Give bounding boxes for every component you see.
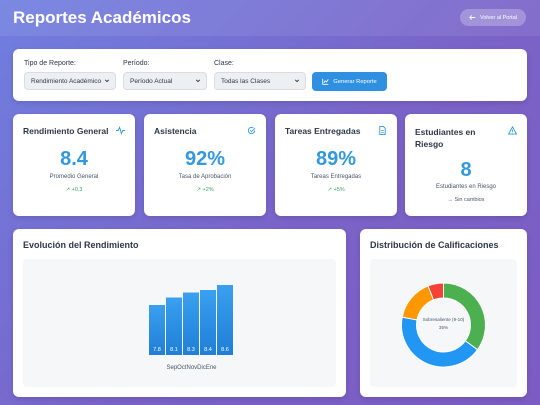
card-assignments: Tareas Entregadas 89% Tareas Entregadas … <box>275 114 397 216</box>
bar-value-label: 7.8 <box>153 347 161 353</box>
card-trend: → Sin cambios <box>447 197 485 203</box>
generate-report-label: Generar Reporte <box>333 78 377 85</box>
back-to-portal-button[interactable]: Volver al Portal <box>460 9 526 26</box>
class-label: Clase: <box>214 60 234 67</box>
donut-slice <box>401 285 435 321</box>
distribution-title: Distribución de Calificaciones <box>370 240 499 250</box>
performance-title: Evolución del Rendimiento <box>23 240 139 250</box>
performance-panel: Evolución del Rendimiento 7.8 8.1 8.3 8.4 8.… <box>13 229 346 397</box>
period-label: Período: <box>123 60 150 67</box>
card-value: 92% <box>184 148 226 170</box>
card-trend: ↗ +5% <box>327 187 345 193</box>
check-circle-icon <box>247 126 256 135</box>
donut-slice <box>427 282 444 301</box>
card-description: Estudiantes en Riesgo <box>435 184 497 190</box>
arrow-left-icon <box>469 15 476 20</box>
class-value: Todas las Clases <box>221 77 271 85</box>
bar-dic <box>200 290 216 355</box>
header-bar: Reportes Académicos Volver al Portal <box>0 0 540 36</box>
donut-center-percent: 35% <box>439 325 448 330</box>
bar-sep <box>149 305 165 355</box>
card-trend: ↗ +0.3 <box>65 187 83 193</box>
period-value: Período Actual <box>130 77 173 85</box>
card-trend: ↗ +2% <box>196 187 214 193</box>
document-icon <box>379 126 386 135</box>
report-type-select[interactable]: Rendimiento Académico <box>24 72 116 90</box>
warning-icon <box>508 126 517 135</box>
card-attendance: Asistencia 92% Tasa de Aprobación ↗ +2% <box>144 114 266 216</box>
bar-value-label: 8.6 <box>221 347 229 353</box>
back-to-portal-label: Volver al Portal <box>480 14 517 21</box>
period-select[interactable]: Período Actual <box>123 72 207 90</box>
card-title: Estudiantes en Riesgo <box>415 127 476 149</box>
card-description: Tasa de Aprobación <box>178 174 232 180</box>
chevron-down-icon <box>195 79 201 83</box>
card-title: Rendimiento General <box>23 126 109 136</box>
bar-nov <box>183 292 199 355</box>
page-title: Reportes Académicos <box>13 8 191 27</box>
card-title: Tareas Entregadas <box>285 126 361 136</box>
card-value: 89% <box>315 148 357 170</box>
report-type-value: Rendimiento Académico <box>31 77 102 85</box>
card-overall-performance: Rendimiento General 8.4 Promedio General… <box>13 114 135 216</box>
distribution-chart-area: Sobresaliente (9-10) 35% <box>370 259 517 387</box>
class-select[interactable]: Todas las Clases <box>214 72 306 90</box>
chevron-down-icon <box>104 79 110 83</box>
card-description: Promedio General <box>49 174 99 180</box>
card-at-risk-students: Estudiantes en Riesgo 8 Estudiantes en R… <box>405 114 527 216</box>
bar-value-label: 8.4 <box>204 347 212 353</box>
x-axis-label: SepOctNovDicEne <box>166 365 217 371</box>
bar-value-label: 8.3 <box>187 347 195 353</box>
card-title: Asistencia <box>154 126 197 136</box>
card-value: 8 <box>460 159 472 181</box>
report-type-label: Tipo de Reporte: <box>24 60 76 67</box>
pulse-icon <box>116 126 125 135</box>
bar-value-label: 8.1 <box>170 347 178 353</box>
donut-slice <box>401 316 479 368</box>
filters-panel: Tipo de Reporte: Rendimiento Académico P… <box>13 49 527 101</box>
card-description: Tareas Entregadas <box>310 174 362 180</box>
bar-oct <box>166 297 182 355</box>
distribution-panel: Distribución de Calificaciones Sobresali… <box>360 229 527 397</box>
performance-chart-area: 7.8 8.1 8.3 8.4 8.6 SepOctNovDicEne <box>23 259 336 387</box>
bar-ene <box>217 285 233 355</box>
generate-report-button[interactable]: Generar Reporte <box>312 72 387 91</box>
donut-center-label: Sobresaliente (9-10) <box>423 317 465 322</box>
card-value: 8.4 <box>60 148 88 170</box>
performance-bar-chart: 7.8 8.1 8.3 8.4 8.6 SepOctNovDicEne <box>149 285 233 371</box>
grade-distribution-donut: Sobresaliente (9-10) 35% <box>401 282 486 368</box>
chart-line-icon <box>322 78 329 85</box>
chevron-down-icon <box>294 79 300 83</box>
